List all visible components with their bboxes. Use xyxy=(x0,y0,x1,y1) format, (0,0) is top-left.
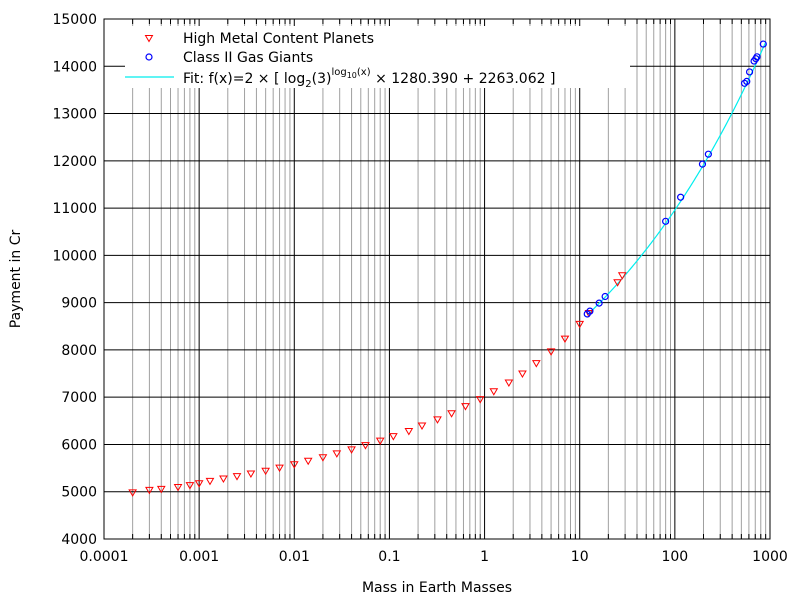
data-point-gas-giant xyxy=(601,292,609,301)
y-tick-label: 14000 xyxy=(52,59,97,75)
legend: High Metal Content Planets Class II Gas … xyxy=(125,31,555,90)
data-point-high-metal xyxy=(332,450,342,458)
data-point-high-metal xyxy=(447,410,456,418)
legend-label-high-metal: High Metal Content Planets xyxy=(183,31,374,47)
y-tick-label: 4000 xyxy=(61,532,97,548)
data-point-high-metal xyxy=(185,482,195,490)
data-point-high-metal xyxy=(205,477,215,486)
y-tick-label: 12000 xyxy=(52,154,97,170)
data-point-high-metal xyxy=(361,442,370,450)
legend-item-fit: Fit: f(x)=2 × [ log2(3)log10(x) × 1280.3… xyxy=(125,67,555,90)
data-point-high-metal xyxy=(575,320,585,329)
data-point-high-metal xyxy=(261,467,271,476)
fit-label-part: log xyxy=(331,67,346,78)
x-tick-label: 10 xyxy=(571,549,589,565)
minor-grid xyxy=(132,19,767,539)
legend-marker-circle xyxy=(145,53,153,61)
fit-label-part: (x) xyxy=(357,67,371,78)
data-point-high-metal xyxy=(289,461,299,469)
data-point-high-metal xyxy=(461,403,470,411)
data-point-gas-giant xyxy=(743,77,751,86)
data-point-gas-giant xyxy=(753,53,761,61)
axis-ticks xyxy=(132,19,767,539)
data-point-high-metal xyxy=(246,470,256,479)
data-point-gas-giant xyxy=(662,217,670,225)
data-point-high-metal xyxy=(504,379,514,388)
y-tick-label: 6000 xyxy=(61,437,97,453)
data-point-high-metal xyxy=(347,446,356,454)
fit-label-part: 10 xyxy=(347,71,357,80)
data-point-high-metal xyxy=(232,473,242,481)
x-tick-label: 0.001 xyxy=(179,549,219,565)
x-tick-label: 0.0001 xyxy=(80,549,129,565)
data-point-high-metal xyxy=(388,433,398,441)
x-tick-label: 100 xyxy=(661,549,688,565)
data-point-gas-giant xyxy=(745,68,754,76)
data-point-high-metal xyxy=(560,335,570,344)
data-point-high-metal xyxy=(194,480,204,488)
legend-item-high-metal: High Metal Content Planets xyxy=(144,31,374,47)
x-tick-label: 1 xyxy=(480,549,489,565)
fit-label-part: Fit: f(x)=2 × [ log xyxy=(183,71,305,87)
data-point-high-metal xyxy=(518,370,527,379)
data-point-high-metal xyxy=(617,272,627,280)
data-point-high-metal xyxy=(489,388,499,396)
plot-frame xyxy=(103,18,771,540)
x-tick-labels: 0.0001 0.001 0.01 0.1 1 10 100 1000 xyxy=(80,549,788,565)
data-point-high-metal xyxy=(404,427,414,436)
data-point-high-metal xyxy=(128,489,138,497)
legend-marker-triangle xyxy=(144,35,154,43)
data-point-high-metal xyxy=(531,360,541,368)
data-point-high-metal xyxy=(318,454,328,462)
data-point-high-metal xyxy=(417,422,427,431)
y-tick-label: 15000 xyxy=(52,12,97,28)
data-point-high-metal xyxy=(303,457,313,466)
legend-item-gas-giants: Class II Gas Giants xyxy=(145,50,313,66)
legend-background xyxy=(125,26,630,88)
fit-label-part: 2 xyxy=(305,79,311,90)
x-axis-label: Mass in Earth Masses xyxy=(362,580,512,596)
y-tick-label: 7000 xyxy=(61,390,97,406)
x-tick-label: 1000 xyxy=(752,549,788,565)
y-tick-label: 13000 xyxy=(52,107,97,123)
y-axis-label: Payment in Cr xyxy=(8,230,24,329)
data-point-high-metal xyxy=(475,396,485,404)
y-tick-label: 10000 xyxy=(52,248,97,264)
data-points-layer xyxy=(128,40,767,497)
data-point-gas-giant xyxy=(595,299,603,307)
data-point-gas-giant xyxy=(586,307,594,315)
y-tick-labels: 4000 5000 6000 7000 8000 9000 10000 11000 12000 1… xyxy=(52,12,97,548)
data-point-gas-giant xyxy=(759,40,767,48)
y-tick-label: 8000 xyxy=(61,343,97,359)
legend-label-gas-giants: Class II Gas Giants xyxy=(183,50,313,66)
x-tick-label: 0.01 xyxy=(279,549,310,565)
y-tick-label: 9000 xyxy=(61,296,97,312)
x-tick-label: 0.1 xyxy=(378,549,400,565)
data-point-high-metal xyxy=(613,279,622,287)
y-tick-label: 11000 xyxy=(52,201,97,217)
data-point-high-metal xyxy=(156,485,166,494)
data-point-high-metal xyxy=(173,484,183,492)
legend-label-fit: Fit: f(x)=2 × [ log2(3)log10(x) × 1280.3… xyxy=(183,67,555,90)
data-point-gas-giant xyxy=(698,160,707,168)
data-point-high-metal xyxy=(145,486,154,495)
data-point-gas-giant xyxy=(677,193,685,201)
fit-label-part: × 1280.390 + 2263.062 ] xyxy=(371,71,556,87)
data-point-high-metal xyxy=(275,464,284,473)
data-point-high-metal xyxy=(433,416,442,424)
data-point-high-metal xyxy=(375,437,385,446)
data-point-high-metal xyxy=(219,475,228,483)
fit-label-part: (3) xyxy=(312,71,332,87)
data-point-high-metal xyxy=(546,348,556,356)
y-tick-label: 5000 xyxy=(61,485,97,501)
data-point-gas-giant xyxy=(704,150,712,158)
